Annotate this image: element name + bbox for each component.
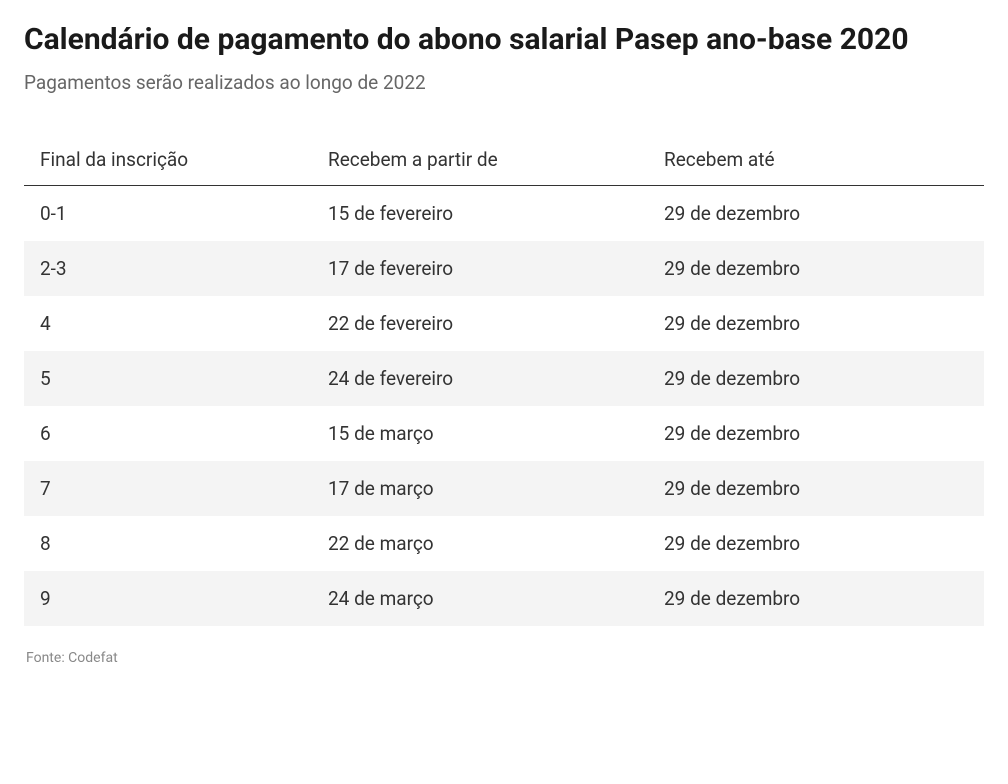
table-row: 9 24 de março 29 de dezembro (24, 571, 984, 626)
cell-partir: 17 de fevereiro (312, 241, 648, 296)
cell-partir: 24 de março (312, 571, 648, 626)
cell-ate: 29 de dezembro (648, 516, 984, 571)
cell-ate: 29 de dezembro (648, 351, 984, 406)
cell-ate: 29 de dezembro (648, 241, 984, 296)
cell-partir: 17 de março (312, 461, 648, 516)
table-row: 8 22 de março 29 de dezembro (24, 516, 984, 571)
column-header: Recebem até (648, 134, 984, 186)
cell-inscricao: 6 (24, 406, 312, 461)
cell-partir: 22 de fevereiro (312, 296, 648, 351)
cell-inscricao: 0-1 (24, 186, 312, 242)
page-subtitle: Pagamentos serão realizados ao longo de … (24, 71, 984, 94)
table-header-row: Final da inscrição Recebem a partir de R… (24, 134, 984, 186)
cell-inscricao: 9 (24, 571, 312, 626)
table-row: 6 15 de março 29 de dezembro (24, 406, 984, 461)
cell-ate: 29 de dezembro (648, 571, 984, 626)
table-row: 0-1 15 de fevereiro 29 de dezembro (24, 186, 984, 242)
cell-ate: 29 de dezembro (648, 186, 984, 242)
cell-inscricao: 5 (24, 351, 312, 406)
page-title: Calendário de pagamento do abono salaria… (24, 20, 984, 59)
cell-partir: 15 de março (312, 406, 648, 461)
cell-inscricao: 7 (24, 461, 312, 516)
table-row: 5 24 de fevereiro 29 de dezembro (24, 351, 984, 406)
cell-inscricao: 2-3 (24, 241, 312, 296)
cell-inscricao: 8 (24, 516, 312, 571)
table-row: 4 22 de fevereiro 29 de dezembro (24, 296, 984, 351)
cell-partir: 22 de março (312, 516, 648, 571)
cell-partir: 24 de fevereiro (312, 351, 648, 406)
column-header: Final da inscrição (24, 134, 312, 186)
cell-partir: 15 de fevereiro (312, 186, 648, 242)
payment-schedule-table: Final da inscrição Recebem a partir de R… (24, 134, 984, 626)
cell-inscricao: 4 (24, 296, 312, 351)
source-attribution: Fonte: Codefat (24, 650, 984, 666)
table-row: 2-3 17 de fevereiro 29 de dezembro (24, 241, 984, 296)
column-header: Recebem a partir de (312, 134, 648, 186)
cell-ate: 29 de dezembro (648, 461, 984, 516)
table-row: 7 17 de março 29 de dezembro (24, 461, 984, 516)
cell-ate: 29 de dezembro (648, 406, 984, 461)
cell-ate: 29 de dezembro (648, 296, 984, 351)
